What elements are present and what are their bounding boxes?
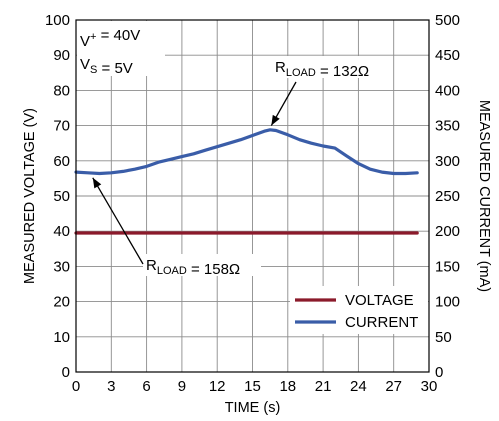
y-right-tick-label: 200 [435, 223, 460, 240]
y-right-tick-label: 100 [435, 294, 460, 311]
label-bg [143, 254, 261, 276]
y-left-tick-label: 20 [53, 294, 70, 311]
annotation-arrow-158 [92, 177, 144, 265]
plot-frame [75, 19, 430, 373]
y-right-tick-label: 0 [435, 364, 443, 381]
tick-labels: 0 3 6 9 12 15 18 21 24 27 300102030405060708090100… [45, 12, 460, 395]
series-line-current [74, 128, 419, 176]
legend-box [290, 286, 428, 334]
y-right-tick-label: 350 [435, 118, 460, 135]
label-bg [272, 56, 390, 78]
y-left-tick-label: 40 [53, 223, 70, 240]
y-left-tick-label: 0 [62, 364, 70, 381]
annotation-rload-132: RLOAD = 132Ω [275, 59, 369, 80]
y-right-tick-label: 250 [435, 188, 460, 205]
x-tick-label: 9 [178, 378, 186, 395]
x-axis-title: TIME (s) [225, 400, 281, 416]
y-left-tick-label: 10 [53, 329, 70, 346]
y-left-axis-title: MEASURED VOLTAGE (V) [22, 108, 38, 284]
x-tick-label: 15 [244, 378, 261, 395]
annotations: V+ = 40V VS = 5V RLOAD = 132Ω RLOAD = 158Ω [77, 21, 390, 278]
y-left-tick-label: 100 [45, 12, 70, 29]
x-tick-label: 12 [209, 378, 226, 395]
legend-label-voltage: VOLTAGE [345, 292, 414, 309]
y-right-tick-label: 150 [435, 258, 460, 275]
y-left-tick-label: 90 [53, 47, 70, 64]
y-left-tick-label: 30 [53, 258, 70, 275]
y-right-tick-label: 400 [435, 82, 460, 99]
x-tick-label: 6 [142, 378, 150, 395]
x-tick-label: 30 [421, 378, 438, 395]
legend-label-current: CURRENT [345, 314, 418, 331]
x-tick-label: 27 [385, 378, 402, 395]
conditions-line-vplus: V+ = 40V [80, 27, 140, 50]
y-left-tick-label: 50 [53, 188, 70, 205]
x-tick-label: 21 [315, 378, 332, 395]
annotation-arrow-158-head [92, 177, 102, 189]
series-layer [74, 128, 419, 235]
x-tick-label: 0 [72, 378, 80, 395]
axis-titles: TIME (s) MEASURED VOLTAGE (V) MEASURED CUR… [22, 100, 492, 416]
y-right-tick-label: 50 [435, 329, 452, 346]
y-left-tick-label: 70 [53, 118, 70, 135]
conditions-box [77, 21, 165, 76]
x-tick-label: 24 [350, 378, 367, 395]
annotation-arrow-132-head [271, 114, 280, 126]
y-right-axis-title: MEASURED CURRENT (mA) [476, 100, 492, 292]
y-right-tick-label: 500 [435, 12, 460, 29]
annotation-rload-158: RLOAD = 158Ω [146, 257, 240, 278]
y-left-tick-label: 60 [53, 153, 70, 170]
x-tick-label: 18 [279, 378, 296, 395]
y-left-tick-label: 80 [53, 82, 70, 99]
y-right-tick-label: 450 [435, 47, 460, 64]
y-right-tick-label: 300 [435, 153, 460, 170]
x-tick-label: 3 [107, 378, 115, 395]
grid [76, 20, 429, 372]
legend: VOLTAGE CURRENT [290, 286, 428, 334]
conditions-line-vs: VS = 5V [80, 56, 133, 77]
